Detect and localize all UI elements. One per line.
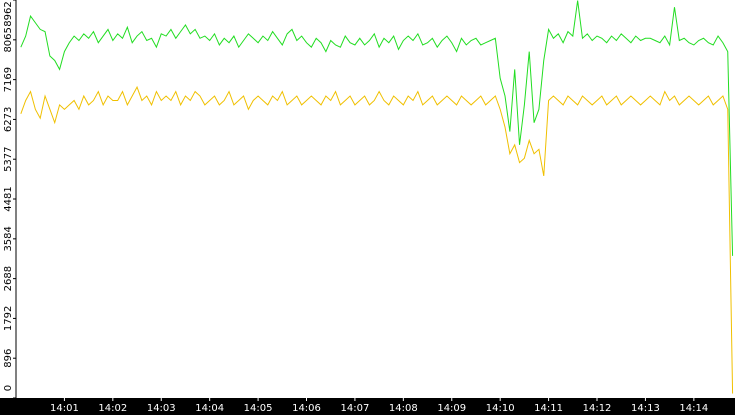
x-tick-label: 14:02 <box>98 403 127 414</box>
y-tick-label: 4481 <box>3 186 14 211</box>
x-tick-label: 14:09 <box>437 403 466 414</box>
y-tick-label: 0 <box>3 385 14 391</box>
x-tick-label: 14:07 <box>341 403 370 414</box>
x-tick-label: 14:11 <box>534 403 563 414</box>
y-tick-label: 896 <box>3 349 14 368</box>
y-tick-label: 3584 <box>3 226 14 251</box>
y-tick-label: 8065 <box>3 27 14 52</box>
y-tick-label: 8962 <box>3 1 14 26</box>
series-line <box>20 85 734 394</box>
y-tick-label: 2688 <box>3 266 14 291</box>
x-tick-label: 14:06 <box>292 403 321 414</box>
x-tick-label: 14:14 <box>679 403 708 414</box>
y-tick-label: 6273 <box>3 107 14 132</box>
series-line <box>20 0 734 256</box>
x-tick-label: 14:12 <box>583 403 612 414</box>
x-tick-label: 14:08 <box>389 403 418 414</box>
y-tick-label: 7169 <box>3 67 14 92</box>
x-tick-label: 14:01 <box>50 403 79 414</box>
x-tick-label: 14:10 <box>486 403 515 414</box>
x-tick-label: 14:03 <box>147 403 176 414</box>
x-tick-label: 14:04 <box>195 403 224 414</box>
x-tick-label: 14:05 <box>244 403 273 414</box>
y-tick-label: 1792 <box>3 306 14 331</box>
x-tick-label: 14:13 <box>631 403 660 414</box>
time-axis-band <box>0 398 735 415</box>
y-tick-label: 5377 <box>3 146 14 171</box>
